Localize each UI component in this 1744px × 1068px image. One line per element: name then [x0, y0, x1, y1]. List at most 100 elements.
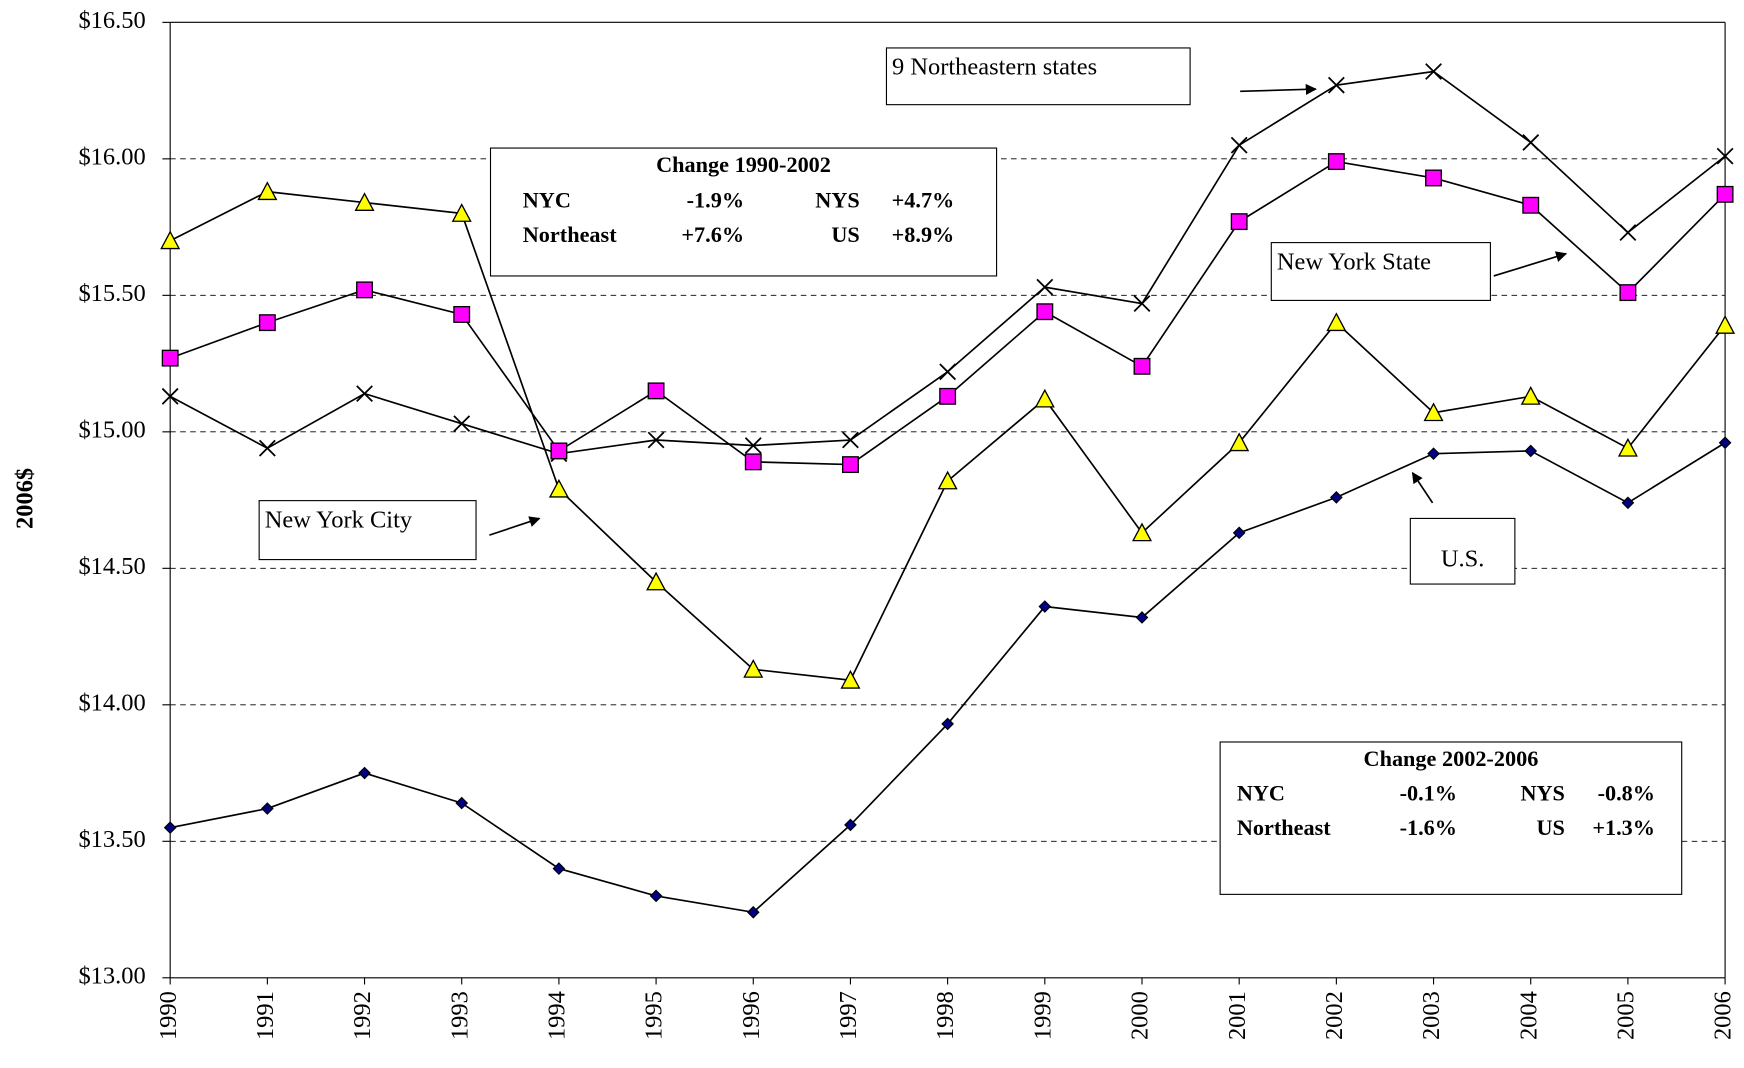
x-tick-label: 2005 [1613, 991, 1640, 1040]
marker [939, 387, 957, 405]
label-arrow [1493, 251, 1568, 277]
marker [453, 305, 471, 323]
marker [261, 802, 274, 815]
marker [1326, 312, 1347, 332]
y-tick-label: $16.50 [78, 7, 145, 34]
x-tick-label: 1997 [835, 991, 862, 1040]
marker [744, 437, 762, 454]
marker [1522, 196, 1540, 214]
marker [744, 453, 762, 471]
marker [1230, 136, 1248, 154]
marker [1520, 386, 1541, 405]
marker [163, 821, 177, 834]
marker [1617, 437, 1638, 457]
marker [1619, 284, 1637, 302]
marker [258, 314, 276, 332]
marker [548, 478, 569, 498]
x-tick-label: 1992 [349, 991, 376, 1040]
marker [844, 818, 857, 832]
change-box [489, 147, 998, 277]
marker [647, 431, 665, 449]
change-cell: +4.7% [892, 188, 955, 213]
marker [1715, 315, 1736, 334]
x-tick-label: 1991 [252, 991, 279, 1040]
marker [1524, 444, 1538, 458]
change-cell: NYC [1237, 780, 1285, 805]
marker [358, 766, 371, 780]
series-label: New York City [265, 506, 413, 533]
x-tick-label: 1996 [738, 991, 765, 1040]
marker [1425, 169, 1442, 187]
series [160, 181, 1736, 689]
y-tick-label: $14.50 [78, 553, 145, 580]
marker [1619, 224, 1637, 241]
marker [1423, 402, 1444, 422]
label-arrow [489, 516, 541, 536]
marker [1522, 134, 1540, 151]
marker [939, 363, 957, 381]
change-title: Change 1990-2002 [656, 152, 831, 177]
marker [1036, 303, 1054, 321]
x-tick-label: 2002 [1321, 991, 1348, 1040]
marker [257, 181, 278, 201]
change-cell: -0.1% [1400, 780, 1457, 805]
series [163, 436, 1732, 919]
x-tick-label: 2001 [1224, 991, 1251, 1040]
change-cell: US [831, 222, 859, 247]
series-label: U.S. [1441, 546, 1485, 573]
y-tick-label: $13.50 [78, 826, 145, 853]
label-arrow [1411, 471, 1434, 504]
marker [1131, 522, 1153, 542]
change-box [1219, 741, 1683, 895]
marker [937, 470, 958, 490]
marker [1327, 76, 1345, 94]
marker [1716, 185, 1734, 203]
marker [160, 230, 181, 250]
marker [842, 431, 859, 449]
marker [743, 659, 764, 678]
marker [161, 387, 179, 405]
x-tick-label: 1993 [446, 991, 473, 1040]
x-tick-label: 1994 [544, 991, 571, 1040]
marker [1621, 496, 1635, 510]
label-box [1270, 242, 1491, 301]
change-cell: +7.6% [681, 222, 744, 247]
marker [356, 281, 373, 299]
change-cell: NYS [815, 188, 859, 213]
marker [941, 717, 954, 731]
change-cell: Northeast [1237, 815, 1331, 840]
x-tick-label: 1998 [932, 991, 959, 1040]
marker [1716, 147, 1734, 165]
marker [840, 669, 861, 689]
x-tick-label: 2000 [1127, 991, 1154, 1040]
change-cell: -0.8% [1598, 780, 1655, 805]
change-cell: US [1536, 815, 1564, 840]
series [161, 153, 1734, 474]
y-tick-label: $13.00 [78, 962, 145, 989]
marker [647, 382, 665, 400]
y-tick-label: $15.50 [78, 280, 145, 307]
y-tick-label: $16.00 [78, 143, 145, 170]
marker [1230, 213, 1248, 231]
marker [453, 415, 471, 433]
marker [1036, 278, 1054, 296]
marker [646, 571, 667, 591]
marker [1034, 388, 1055, 408]
change-cell: NYS [1520, 780, 1564, 805]
series [161, 63, 1734, 463]
marker [1425, 63, 1442, 80]
marker [1718, 436, 1732, 450]
change-cell: NYC [523, 188, 571, 213]
series-label: New York State [1277, 248, 1431, 275]
marker [1327, 153, 1345, 171]
change-cell: +1.3% [1592, 815, 1655, 840]
x-tick-label: 1995 [641, 991, 668, 1040]
marker [1427, 447, 1440, 461]
change-cell: -1.9% [687, 188, 744, 213]
y-axis-label: 2006$ [11, 468, 38, 529]
change-cell: Northeast [523, 222, 617, 247]
marker [841, 456, 859, 474]
y-tick-label: $14.00 [78, 689, 145, 716]
marker [455, 796, 469, 810]
